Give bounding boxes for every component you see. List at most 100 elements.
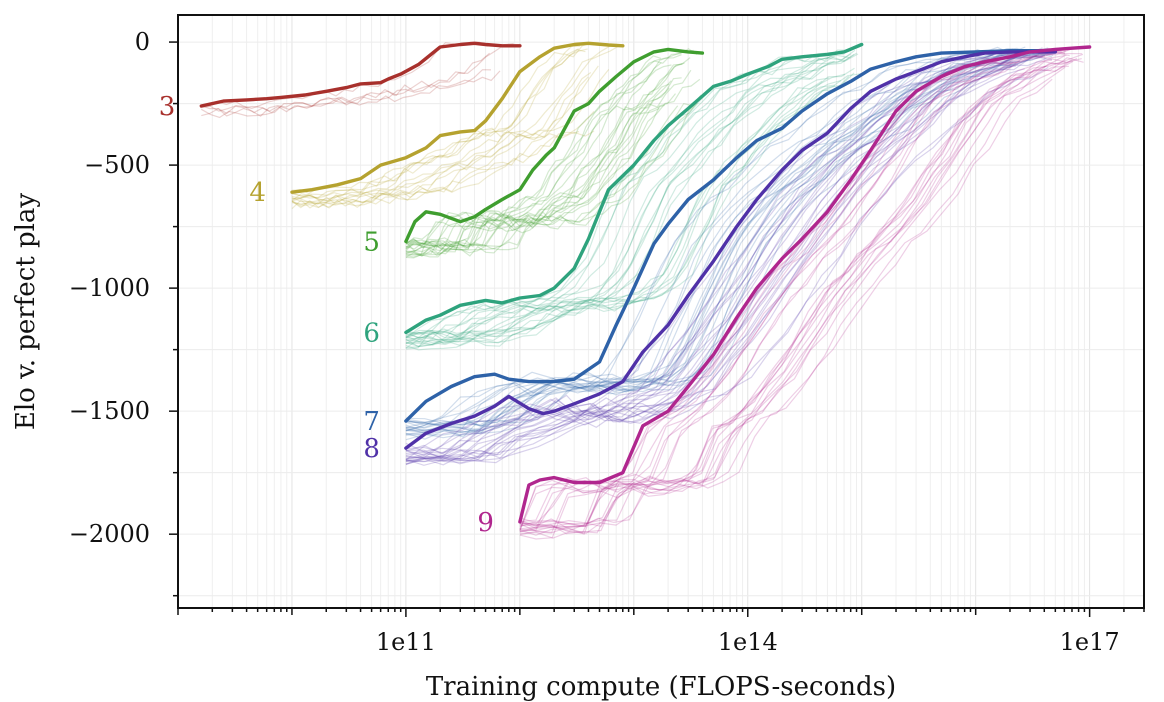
sweep-line [291,69,610,209]
sweep-line [405,64,1016,465]
sweep-line [405,51,1049,436]
sweep-line [519,59,1072,533]
x-tick-label: 1e11 [376,628,436,656]
sweep-line [405,51,844,339]
sweep-line [291,42,592,199]
sweep-line [405,80,672,253]
sweep-line [405,57,1047,466]
sweep-line [405,49,856,340]
sweep-line [405,73,846,338]
sweep-line [405,68,825,349]
y-tick-label: −2000 [69,520,150,548]
sweep-line [201,42,514,119]
sweep-line [405,48,698,247]
sweep-line [405,66,1049,460]
sweep-line [519,57,1084,539]
sweep-line [405,51,1044,429]
sweep-line [405,80,842,339]
sweep-line [405,53,851,339]
sweep-line [405,64,672,258]
sweep-line [405,61,1013,455]
sweep-line [519,48,1073,533]
sweep-line [405,62,685,255]
sweep-line [405,53,859,348]
tick-layer: 1e11 1e14 1e17 0 −500 −1000 −1500 −2000 [69,28,1145,656]
series-line-3 [199,41,522,108]
y-tick-label: −1500 [69,397,150,425]
y-tick-label: −1000 [69,274,150,302]
sweep-line [405,52,1027,436]
sweep-line [405,50,1010,456]
series-line-6 [404,42,864,335]
sweep-line [291,76,589,209]
sweep-line [405,63,683,247]
sweep-line [405,83,670,247]
sweep-line [519,47,1066,523]
sweep-line [519,53,1084,527]
sweep-line [201,52,490,117]
sweep-line [405,49,694,256]
sweep-line [405,74,1025,455]
x-axis-label: Training compute (FLOPS-seconds) [426,672,896,702]
sweep-line [291,48,588,200]
sweep-line [519,78,1053,529]
sweep-line [201,69,492,115]
sweep-line [519,55,1065,529]
sweep-line [519,65,1069,525]
series-label-5: 5 [363,227,380,257]
sweep-line [405,85,836,339]
sweep-line [519,59,1053,536]
x-tick-label: 1e17 [1060,628,1120,656]
series-label-7: 7 [363,407,380,437]
sweep-line [405,62,1017,426]
sweep-line [405,102,698,251]
sweep-line [405,50,1054,462]
sweep-line [405,54,817,350]
sweep-line [519,58,1078,528]
series-line-9 [518,45,1092,524]
sweep-line [519,51,1062,534]
sweep-line [405,93,676,257]
sweep-line [405,57,691,257]
sweep-line [519,65,1047,535]
sweep-line [405,105,679,258]
sweep-line [405,50,1037,429]
sweep-line [405,48,1014,431]
sweep-line [519,51,1070,540]
sweep-line [519,58,1082,532]
series-line-4 [290,41,625,194]
sweep-line [291,48,586,206]
x-tick-label: 1e14 [718,628,778,656]
y-tick-label: −500 [84,151,150,179]
sweep-line [291,72,592,205]
sweep-line [291,45,611,202]
sweep-line [405,46,1016,432]
series-label-3: 3 [159,92,176,122]
sweep-line [405,87,670,259]
sweep-line [405,51,1051,434]
sweep-line [405,58,820,348]
sweep-line [405,77,830,345]
sweep-line [405,73,862,347]
sweep-line [405,62,662,250]
sweep-line [519,51,1083,525]
y-axis-label: Elo v. perfect play [11,193,41,431]
sweep-line [405,51,1029,429]
sweep-line [201,70,501,114]
sweep-line [405,55,1052,463]
sweep-line [405,56,1043,466]
sweep-line [405,57,1033,461]
sweep-line [291,65,599,210]
sweep-line [405,101,698,252]
sweep-line [519,60,1074,527]
sweep-line [291,45,581,204]
sweep-line [405,53,1031,441]
sweep-line [519,66,1066,528]
series-label-8: 8 [363,434,380,464]
sweep-line [405,65,1012,463]
series-line-5 [404,47,705,244]
sweep-line [405,64,1019,466]
sweep-line [405,104,665,248]
